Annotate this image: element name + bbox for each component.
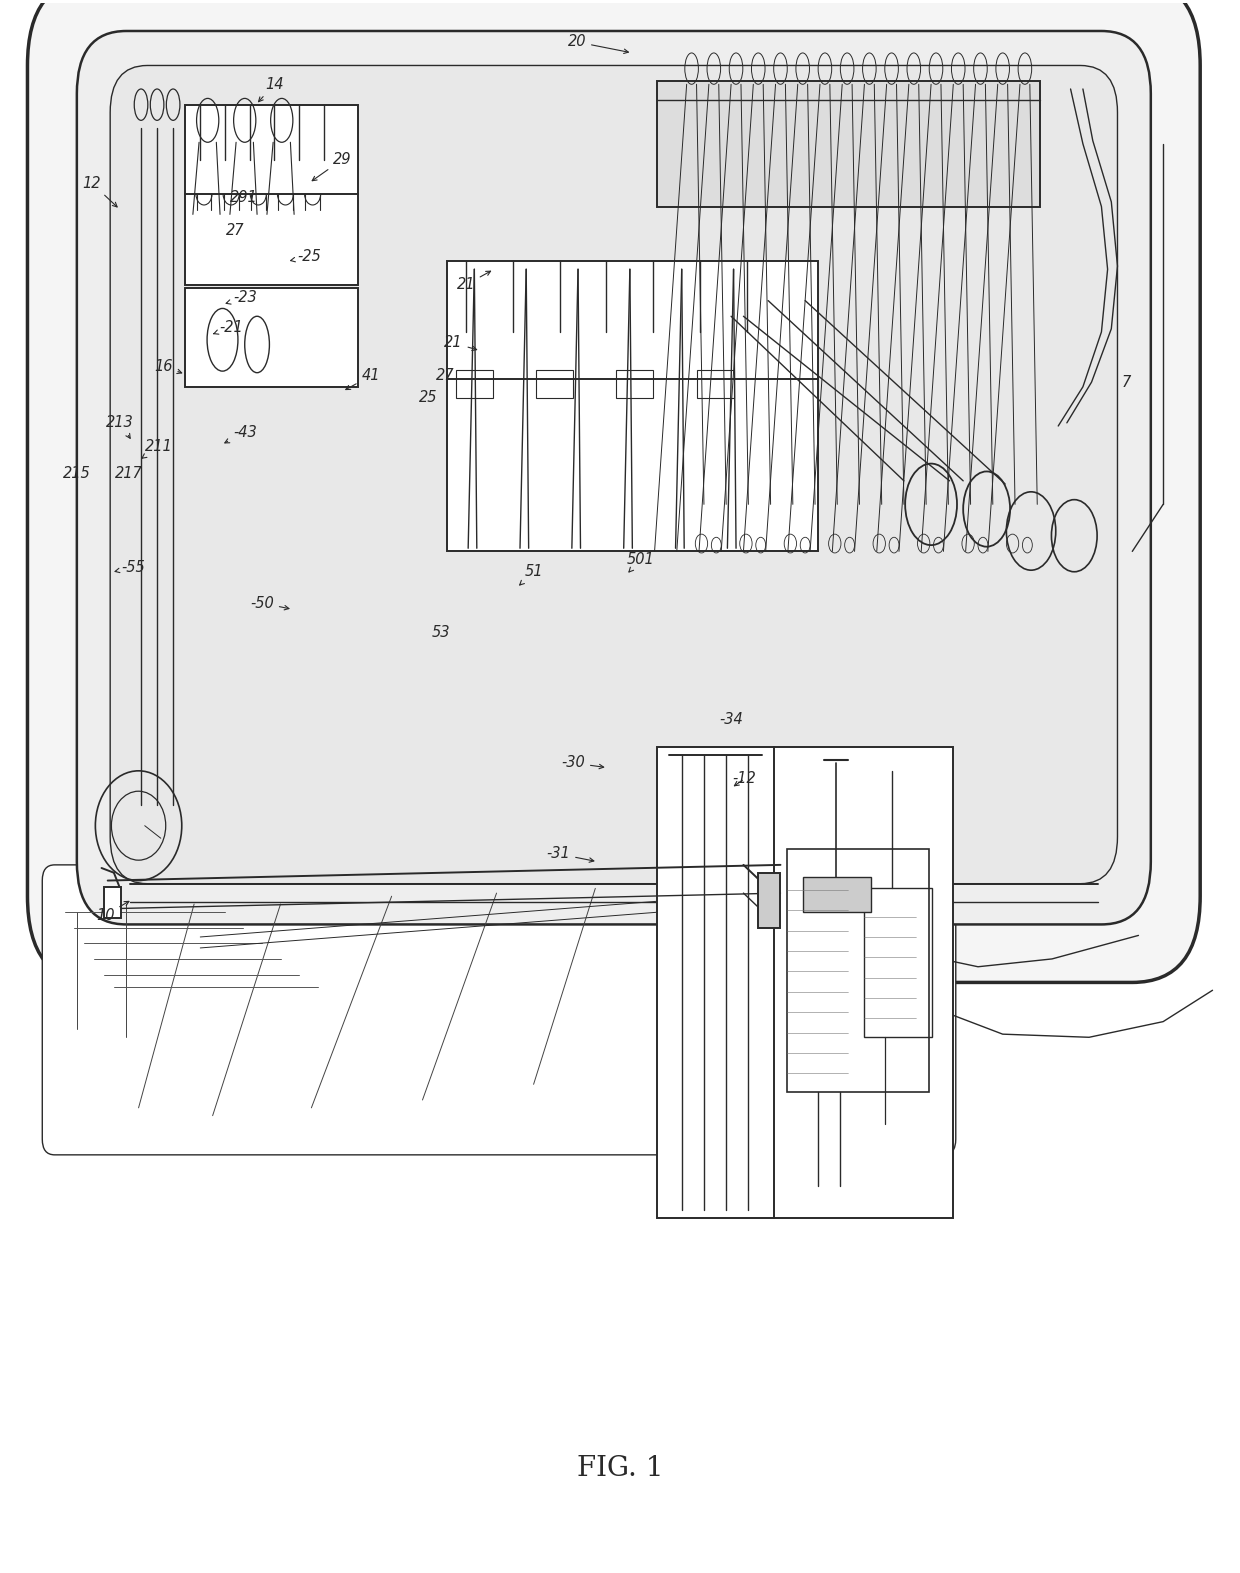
Bar bbox=[802, 878, 870, 912]
Bar bbox=[104, 887, 122, 919]
Text: 291: 291 bbox=[229, 190, 258, 204]
Text: 20: 20 bbox=[568, 35, 629, 53]
Text: -12: -12 bbox=[733, 771, 756, 786]
Text: -23: -23 bbox=[226, 289, 257, 305]
Text: 10: 10 bbox=[95, 901, 129, 922]
Text: -21: -21 bbox=[213, 319, 243, 335]
Text: 213: 213 bbox=[107, 415, 134, 439]
Bar bbox=[186, 105, 358, 285]
Bar bbox=[786, 849, 929, 1092]
Bar bbox=[186, 288, 358, 387]
Text: 21: 21 bbox=[444, 335, 476, 351]
Text: 211: 211 bbox=[141, 439, 172, 458]
FancyBboxPatch shape bbox=[77, 31, 1151, 925]
Text: 29: 29 bbox=[312, 153, 351, 181]
Text: -43: -43 bbox=[224, 425, 257, 444]
Text: -30: -30 bbox=[562, 755, 604, 771]
Bar bbox=[657, 747, 954, 1218]
Bar bbox=[697, 370, 734, 398]
Text: 21: 21 bbox=[456, 271, 491, 293]
Bar bbox=[536, 370, 573, 398]
Bar bbox=[448, 261, 817, 552]
Text: 27: 27 bbox=[226, 222, 244, 238]
Text: FIG. 1: FIG. 1 bbox=[577, 1455, 663, 1482]
Text: 16: 16 bbox=[154, 359, 182, 374]
Bar bbox=[758, 873, 780, 928]
Text: 14: 14 bbox=[259, 77, 284, 102]
FancyBboxPatch shape bbox=[27, 0, 1200, 983]
Text: 215: 215 bbox=[63, 466, 91, 480]
Bar bbox=[657, 82, 1039, 206]
Text: 12: 12 bbox=[82, 176, 117, 208]
Text: 53: 53 bbox=[432, 626, 450, 640]
Text: 41: 41 bbox=[346, 368, 379, 390]
Text: -50: -50 bbox=[250, 596, 289, 610]
Text: -55: -55 bbox=[115, 560, 145, 574]
Bar bbox=[616, 370, 653, 398]
Text: 27: 27 bbox=[435, 368, 454, 384]
Text: -25: -25 bbox=[290, 249, 321, 264]
Bar bbox=[456, 370, 492, 398]
FancyBboxPatch shape bbox=[110, 66, 1117, 884]
Text: -34: -34 bbox=[719, 711, 743, 727]
Text: 51: 51 bbox=[520, 565, 543, 585]
Text: 7: 7 bbox=[1121, 374, 1131, 390]
FancyBboxPatch shape bbox=[42, 865, 956, 1155]
Bar bbox=[864, 889, 932, 1037]
Text: 501: 501 bbox=[627, 552, 655, 573]
Text: -31: -31 bbox=[547, 846, 594, 862]
Text: 25: 25 bbox=[419, 390, 438, 406]
Text: 217: 217 bbox=[115, 466, 143, 480]
